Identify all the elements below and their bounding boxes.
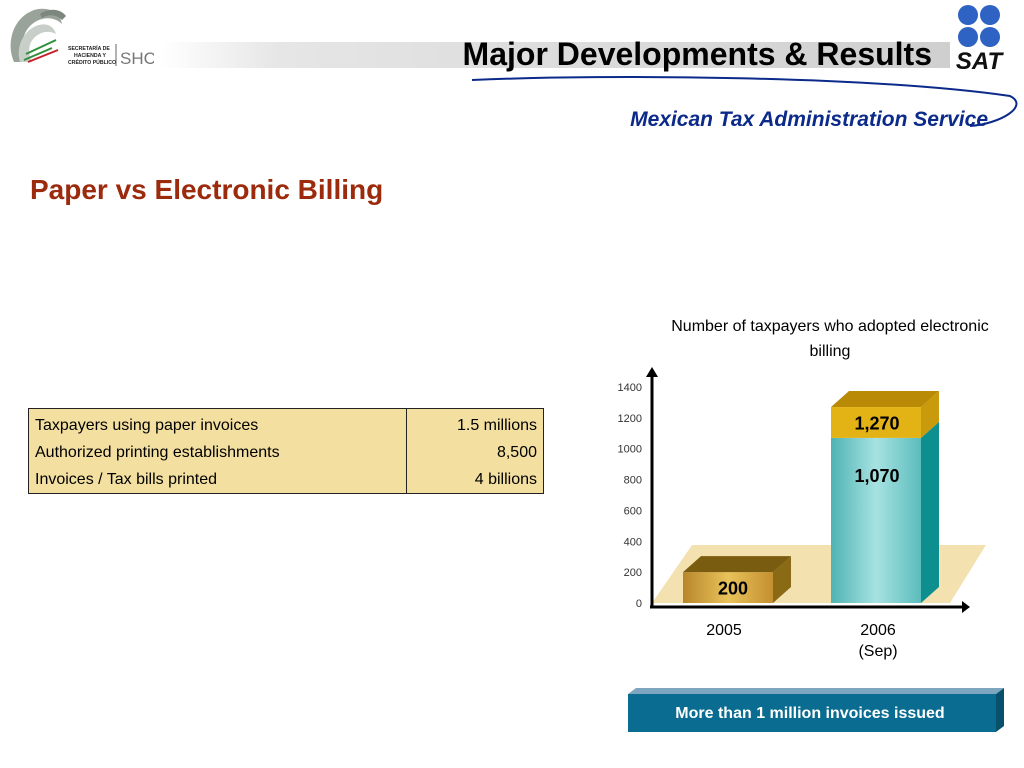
x-category-label: 2005 [706,622,742,639]
summary-banner-label: More than 1 million invoices issued [675,705,945,722]
chart-title: Number of taxpayers who adopted electron… [671,318,989,360]
bar-2005-top [683,556,791,573]
data-label-2006: 1,070 [854,466,899,486]
y-tick-label: 1200 [618,413,642,425]
bar-2005-front [683,572,773,603]
bar-2006-top-side [921,391,939,438]
header-bar [160,42,950,68]
table-row: Taxpayers using paper invoices 1.5 milli… [29,408,544,440]
sat-logo-text: SAT [956,48,1005,74]
y-tick-label: 600 [624,505,642,517]
bar-2006-side [921,421,939,603]
bar-2006-top-front [831,407,921,438]
row-label: Taxpayers using paper invoices [35,417,259,435]
y-tick-label: 200 [624,567,642,579]
y-tick-label: 400 [624,536,642,548]
table-row: Invoices / Tax bills printed 4 billions [29,466,544,494]
header-swoosh [471,76,1018,127]
shcp-brand: SHCP [120,49,154,68]
shcp-text-1: SECRETARÍA DE [68,44,110,52]
billing-stats-table: Taxpayers using paper invoices 1.5 milli… [28,408,544,494]
chart-floor [652,545,986,603]
shcp-text-2: HACIENDA Y [74,53,107,59]
section-title: Paper vs Electronic Billing [30,174,384,205]
shcp-logo: SECRETARÍA DE HACIENDA Y CRÉDITO PÚBLICO… [4,4,167,70]
y-tick-label: 800 [624,475,642,487]
y-tick-label: 1400 [618,382,642,394]
x-category-label: (Sep) [858,643,897,660]
y-axis-arrow [646,367,658,377]
page-title: Major Developments & Results [462,36,932,72]
summary-banner [628,688,1004,732]
row-value: 1.5 millions [406,408,544,440]
page-subtitle: Mexican Tax Administration Service [630,108,988,131]
row-value: 8,500 [406,439,544,467]
y-tick-label: 1000 [618,444,642,456]
x-category-label: 2006 [860,622,896,639]
data-label-2006-total: 1,270 [854,413,899,433]
row-label: Authorized printing establishments [35,444,280,462]
shcp-text-3: CRÉDITO PÚBLICO [68,58,116,66]
row-label: Invoices / Tax bills printed [35,470,218,488]
x-axis-arrow [962,601,970,613]
bar-2005-side [773,556,791,603]
mexico-eagle-seal-icon [10,8,66,63]
bar-2006-front [831,437,921,603]
sat-dots-logo-icon [958,5,1000,47]
data-label-2005: 200 [718,579,748,599]
y-tick-label: 0 [636,598,642,610]
table-row: Authorized printing establishments 8,500 [29,439,544,467]
bar-2006-top-top [831,391,939,408]
row-value: 4 billions [406,466,544,494]
sat-logo: SAT [942,2,1016,75]
